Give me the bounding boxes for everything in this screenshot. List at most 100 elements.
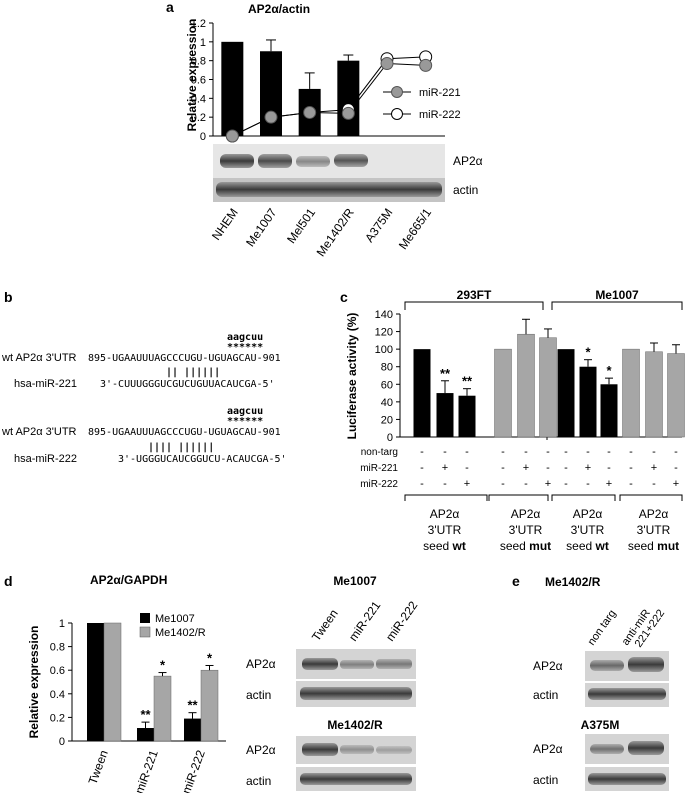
c-subset-l3: seed mut	[628, 539, 679, 553]
blot-d1-label-actin: actin	[246, 688, 271, 702]
c-sign: +	[651, 462, 657, 474]
band-d1-ap2a-tween	[302, 658, 338, 670]
panel-a-yaxis: 0 0.2 0.4 0.6 0.8 1 1.2	[191, 18, 445, 143]
a-ytick-label: 0.8	[191, 56, 206, 68]
c-subset-seed: seed	[500, 539, 529, 553]
a-point-mir221	[303, 105, 317, 119]
b-seq-utr-2: 895-UGAAUUUAGCCCUGU-UGUAGCAU-901	[88, 427, 281, 438]
c-significance-star: *	[585, 345, 591, 360]
c-sign: -	[652, 446, 656, 458]
d-bar	[153, 675, 172, 742]
a-point-mir221	[225, 129, 239, 143]
c-sign: -	[465, 446, 469, 458]
c-ytick-label: 140	[375, 309, 393, 321]
d-category-label: Tween	[86, 748, 111, 786]
panel-a-title: AP2α/actin	[248, 2, 310, 16]
d-ytick-label: 0.4	[50, 689, 65, 701]
band-e2-actin	[588, 773, 666, 785]
c-bar	[622, 348, 640, 438]
blot1-title: Me1007	[333, 574, 377, 588]
band-e1-ap2a-antimir	[628, 657, 664, 672]
panel-e-letter: e	[512, 573, 520, 589]
legend-me1402-swatch	[139, 626, 151, 638]
d-bar	[200, 669, 219, 742]
panel-c: c 293FT Me1007 Luciferase activity (%) 0…	[340, 288, 685, 553]
c-bracket	[404, 494, 488, 501]
c-subset-l2: 3'UTR	[571, 523, 605, 537]
c-sign: +	[606, 478, 612, 490]
b-label-utr-1: wt AP2α 3'UTR	[1, 352, 77, 364]
b-seq-utr-1: 895-UGAAUUUAGCCCUGU-UGUAGCAU-901	[88, 353, 281, 364]
blot-d2-label-ap2a: AP2α	[246, 743, 276, 757]
bracket-293ft	[404, 301, 544, 310]
d-blot-lane-label: Tween	[309, 607, 341, 644]
panel-c-ylabel: Luciferase activity (%)	[345, 313, 359, 440]
band-d2-actin	[300, 773, 412, 785]
c-subset-l3: seed wt	[423, 539, 466, 553]
d-bar	[137, 728, 154, 741]
a-ytick-label: 0.2	[191, 112, 206, 124]
bracket-me1007	[551, 301, 683, 310]
panel-a-ylabel: Relative expression	[185, 19, 199, 132]
panel-a-legend: miR-221 miR-222	[383, 86, 461, 121]
panel-e-title1: Me1402/R	[545, 575, 601, 589]
b-stars-2: ******	[227, 416, 263, 427]
c-bracket	[619, 494, 683, 501]
b-label-mir222: hsa-miR-222	[14, 453, 77, 465]
panel-a-mir-lines	[225, 50, 433, 143]
band-d2-ap2a-222	[376, 746, 412, 754]
a-lane-label: Mel501	[284, 205, 318, 246]
c-sign: -	[420, 446, 424, 458]
c-sign: -	[501, 462, 505, 474]
panel-b: b aagcuu ****** wt AP2α 3'UTR 895-UGAAUU…	[1, 289, 287, 465]
c-sign: -	[629, 446, 633, 458]
blot-label-actin-a: actin	[453, 183, 478, 197]
c-bar	[517, 333, 535, 438]
panel-c-sign-table: non-targ - - - - - - - - - - - - miR-221 - + - - + - - + - - + - m…	[360, 446, 679, 490]
c-sign: -	[443, 446, 447, 458]
band-d2-ap2a-tween	[302, 743, 338, 756]
c-subset-l1: AP2α	[430, 507, 460, 521]
c-subset-l3: seed mut	[500, 539, 551, 553]
c-bar	[436, 393, 454, 437]
band-d1-ap2a-221	[340, 660, 374, 669]
b-label-utr-2: wt AP2α 3'UTR	[1, 426, 77, 438]
panel-d: d AP2α/GAPDH Relative expression 0 0.2 0.4…	[4, 573, 421, 793]
d-ytick-label: 0.8	[50, 642, 65, 654]
d-category-label: miR-221	[132, 748, 161, 793]
c-subset-seed: seed	[628, 539, 657, 553]
c-bar	[458, 395, 476, 437]
c-subset-l1: AP2α	[573, 507, 603, 521]
c-sign: -	[674, 462, 678, 474]
d-category-label: miR-222	[179, 748, 208, 793]
a-point-mir221	[419, 58, 433, 72]
c-ytick-label: 80	[381, 362, 393, 374]
blot-d1-label-ap2a: AP2α	[246, 657, 276, 671]
blot-d2-label-actin: actin	[246, 774, 271, 788]
d-significance-star: **	[187, 698, 198, 713]
c-sign: +	[585, 462, 591, 474]
band-ap2a-mel501	[296, 156, 330, 167]
blot-e1-label-ap2a: AP2α	[533, 659, 563, 673]
c-subset-l1: AP2α	[511, 507, 541, 521]
c-significance-star: **	[440, 366, 451, 381]
c-sign: -	[629, 478, 633, 490]
a-ytick-label: 0.6	[191, 75, 206, 87]
band-d1-actin	[300, 687, 412, 700]
c-subset-l2: 3'UTR	[428, 523, 462, 537]
a-ytick-label: 0	[200, 131, 206, 143]
c-sign: -	[443, 478, 447, 490]
legend-mir222-marker	[391, 108, 403, 120]
c-bracket	[551, 494, 616, 501]
c-sign: +	[545, 478, 551, 490]
d-significance-star: *	[207, 650, 213, 665]
c-row-label: non-targ	[361, 447, 398, 458]
panel-d-ylabel: Relative expression	[27, 626, 41, 739]
band-actin-a	[216, 182, 442, 197]
panel-e-title2: A375M	[581, 718, 620, 732]
band-d2-ap2a-221	[340, 745, 374, 754]
group-293ft: 293FT	[457, 288, 492, 302]
d-ytick-label: 1	[59, 618, 65, 630]
band-ap2a-nhem	[220, 154, 254, 168]
